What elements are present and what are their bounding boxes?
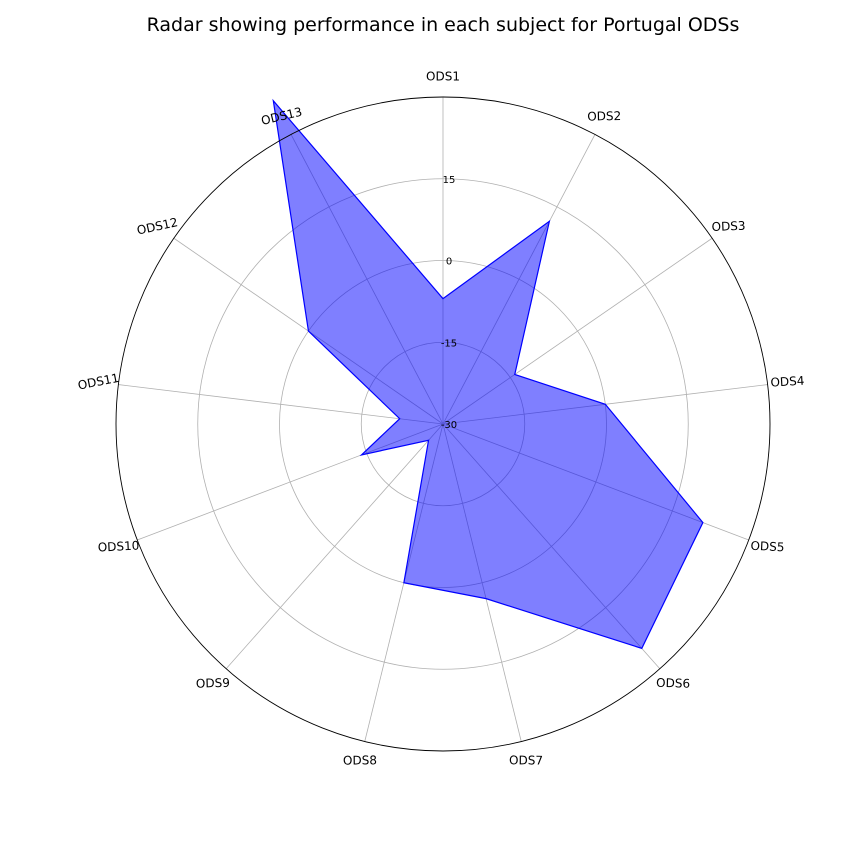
- category-label: ODS6: [656, 676, 690, 691]
- rtick-label: -15: [441, 338, 457, 349]
- category-label: ODS8: [343, 753, 377, 767]
- series-area: [272, 98, 704, 650]
- spoke: [225, 423, 444, 670]
- category-label: ODS1: [426, 70, 460, 84]
- category-label: ODS12: [136, 215, 180, 237]
- category-label: ODS9: [196, 676, 230, 691]
- rtick-labels: -30 -15 0 15: [441, 175, 457, 431]
- series-layer: [272, 98, 704, 650]
- category-label: ODS3: [711, 219, 745, 234]
- category-labels: ODS1 ODS2 ODS3 ODS4 ODS5 ODS6 ODS7 ODS8 ODS9 ODS1…: [77, 70, 805, 768]
- rtick-label: 0: [446, 257, 452, 268]
- rtick-label: 15: [443, 175, 456, 186]
- category-label: ODS2: [587, 109, 621, 124]
- spoke: [118, 384, 444, 425]
- category-label: ODS10: [97, 539, 139, 555]
- category-label: ODS4: [770, 374, 805, 390]
- category-label: ODS11: [77, 371, 120, 393]
- chart-title: Radar showing performance in each subjec…: [146, 14, 740, 36]
- category-label: ODS5: [750, 539, 785, 555]
- category-label: ODS7: [509, 753, 543, 767]
- outer-frame: [115, 96, 771, 752]
- rtick-label: -30: [441, 420, 457, 431]
